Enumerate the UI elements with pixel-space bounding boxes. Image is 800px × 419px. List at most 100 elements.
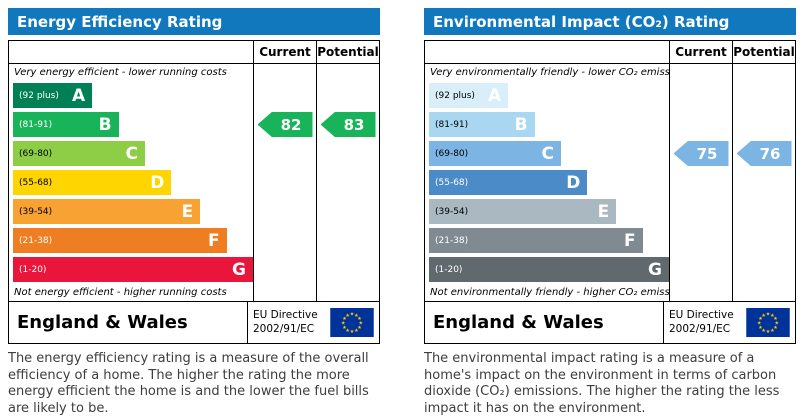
energy-current-cell xyxy=(253,64,316,81)
co2-potential-cell xyxy=(732,226,795,255)
energy-current-rating-value: 82 xyxy=(280,115,302,134)
energy-band-a: (92 plus) A xyxy=(13,83,93,108)
co2-top-caption: Very environmentally friendly - lower CO… xyxy=(430,67,669,78)
energy-current-cell xyxy=(253,197,316,226)
energy-band-b-letter: B xyxy=(98,114,112,135)
energy-current-cell xyxy=(253,226,316,255)
eu-flag-field xyxy=(746,308,790,337)
co2-band-g-range: (1-20) xyxy=(435,264,463,275)
co2-bottom-caption-row: Not environmentally friendly - higher CO… xyxy=(425,284,795,301)
energy-band-d-range: (55-68) xyxy=(19,177,53,188)
svg-text:★: ★ xyxy=(342,325,347,331)
co2-band-c: (69-80) C xyxy=(429,141,561,166)
energy-current-cell xyxy=(253,255,316,284)
energy-band-row-e: (39-54) E xyxy=(9,197,379,226)
energy-header-spacer xyxy=(9,41,253,63)
co2-band-e-range: (39-54) xyxy=(435,206,469,217)
energy-bottom-caption: Not energy efficient - higher running co… xyxy=(14,287,227,298)
energy-directive-box: EU Directive 2002/91/EC ★ ★ ★ ★ ★ ★ ★ ★ ★ ★ ★ ★ xyxy=(247,302,379,343)
co2-current-cell: 75 xyxy=(669,139,732,168)
co2-potential-cell xyxy=(732,110,795,139)
co2-current-cell xyxy=(669,197,732,226)
energy-potential-cell xyxy=(316,197,379,226)
co2-band-d: (55-68) D xyxy=(429,170,588,195)
co2-potential-cell xyxy=(732,81,795,110)
svg-text:★: ★ xyxy=(774,320,779,326)
co2-potential-cell xyxy=(732,255,795,284)
co2-rating-table: Current Potential Very environmentally f… xyxy=(424,40,796,344)
energy-bottom-caption-row: Not energy efficient - higher running co… xyxy=(9,284,379,301)
co2-band-c-range: (69-80) xyxy=(435,148,469,159)
co2-potential-rating-value: 76 xyxy=(759,144,781,163)
co2-band-a: (92 plus) A xyxy=(429,83,509,108)
eu-flag-stars: ★ ★★ ★★★ ★★★ ★★★ xyxy=(757,312,779,335)
co2-band-e-letter: E xyxy=(597,201,610,222)
energy-potential-rating-value: 83 xyxy=(343,115,365,134)
co2-header-spacer xyxy=(425,41,669,63)
co2-current-cell xyxy=(669,255,732,284)
co2-chart-title: Environmental Impact (CO₂) Rating xyxy=(433,12,730,31)
energy-band-d: (55-68) D xyxy=(13,170,172,195)
energy-potential-cell: 83 xyxy=(316,110,379,139)
co2-band-row-d: (55-68) D xyxy=(425,168,795,197)
energy-band-row-f: (21-38) F xyxy=(9,226,379,255)
energy-potential-cell xyxy=(316,168,379,197)
energy-band-c-letter: C xyxy=(125,143,138,164)
co2-band-row-e: (39-54) E xyxy=(425,197,795,226)
svg-text:★: ★ xyxy=(345,328,350,334)
co2-potential-cell xyxy=(732,197,795,226)
co2-column-header-row: Current Potential xyxy=(425,41,795,64)
energy-band-e: (39-54) E xyxy=(13,199,201,224)
energy-title-bar: Energy Efficiency Rating xyxy=(8,8,380,35)
energy-band-c: (69-80) C xyxy=(13,141,145,166)
svg-text:★: ★ xyxy=(773,325,778,331)
energy-current-rating-arrow: 82 xyxy=(257,112,313,137)
svg-text:★: ★ xyxy=(766,329,771,335)
energy-band-row-b: (81-91) B 82 83 xyxy=(9,110,379,139)
energy-band-d-letter: D xyxy=(150,172,165,193)
svg-text:★: ★ xyxy=(770,328,775,334)
co2-band-row-c: (69-80) C 75 76 xyxy=(425,139,795,168)
energy-band-f: (21-38) F xyxy=(13,228,227,253)
svg-text:★: ★ xyxy=(770,313,775,319)
svg-text:★: ★ xyxy=(766,312,771,318)
svg-text:★: ★ xyxy=(345,313,350,319)
energy-directive-text: EU Directive 2002/91/EC xyxy=(253,309,318,335)
energy-current-cell: 82 xyxy=(253,110,316,139)
co2-band-row-f: (21-38) F xyxy=(425,226,795,255)
energy-current-cell xyxy=(253,284,316,301)
co2-band-c-letter: C xyxy=(541,143,554,164)
svg-text:★: ★ xyxy=(357,325,362,331)
energy-current-cell xyxy=(253,81,316,110)
co2-current-rating-value: 75 xyxy=(696,144,718,163)
co2-band-e: (39-54) E xyxy=(429,199,617,224)
co2-column-header-current: Current xyxy=(669,41,732,63)
co2-directive-box: EU Directive 2002/91/EC ★ ★ ★ ★ ★ ★ ★ ★ ★ ★ ★ ★ xyxy=(663,302,795,343)
co2-potential-rating-arrow: 76 xyxy=(736,141,792,166)
environmental-impact-chart: Environmental Impact (CO₂) Rating Curren… xyxy=(424,8,796,419)
energy-band-f-range: (21-38) xyxy=(19,235,53,246)
svg-text:★: ★ xyxy=(773,316,778,322)
energy-directive-line1: EU Directive xyxy=(253,309,318,322)
co2-potential-cell: 76 xyxy=(732,139,795,168)
energy-band-e-letter: E xyxy=(181,201,194,222)
energy-band-c-range: (69-80) xyxy=(19,148,53,159)
svg-text:★: ★ xyxy=(341,320,346,326)
energy-region-label: England & Wales xyxy=(17,312,188,333)
energy-band-row-d: (55-68) D xyxy=(9,168,379,197)
svg-text:★: ★ xyxy=(342,316,347,322)
svg-text:★: ★ xyxy=(758,316,763,322)
co2-band-b: (81-91) B xyxy=(429,112,535,137)
eu-flag-stars: ★ ★★ ★★★ ★★★ ★★★ xyxy=(341,312,363,335)
energy-description: The energy efficiency rating is a measur… xyxy=(8,351,369,416)
energy-band-g-range: (1-20) xyxy=(19,264,47,275)
co2-current-cell xyxy=(669,284,732,301)
energy-footer: England & Wales EU Directive 2002/91/EC … xyxy=(9,301,379,343)
energy-band-e-range: (39-54) xyxy=(19,206,53,217)
co2-band-d-letter: D xyxy=(566,172,581,193)
energy-column-header-potential: Potential xyxy=(316,41,379,63)
eu-flag-icon: ★ ★★ ★★★ ★★★ ★★★ xyxy=(746,308,790,337)
energy-column-header-row: Current Potential xyxy=(9,41,379,64)
energy-potential-rating-arrow: 83 xyxy=(320,112,376,137)
co2-region-label: England & Wales xyxy=(433,312,604,333)
